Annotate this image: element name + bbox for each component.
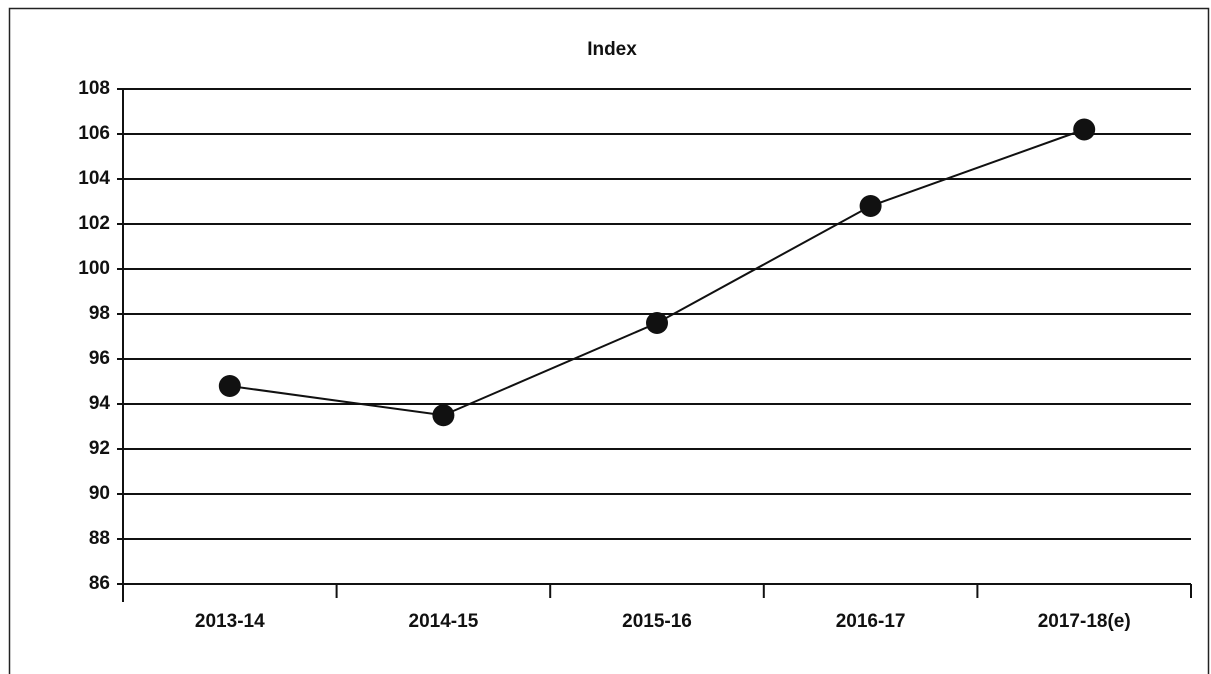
point (646, 312, 668, 334)
point (218, 375, 241, 397)
y-tick-label: 98 (89, 303, 110, 324)
y-tick-label: 90 (89, 483, 110, 504)
y-tick-label: 108 (78, 78, 110, 99)
y-tick-label: 88 (89, 528, 110, 549)
y-tick-label: 94 (89, 393, 111, 414)
y-tick-label: 86 (89, 573, 110, 594)
y-tick-label: 104 (78, 168, 110, 189)
chart-title: Index (587, 39, 637, 60)
y-tick-label: 100 (78, 258, 110, 279)
line (229, 128, 1085, 417)
x-tick-label: 2015-16 (622, 611, 692, 632)
point (432, 404, 455, 427)
x-tick-label: 2016-17 (836, 611, 906, 632)
frame (8, 7, 1210, 674)
x-tick-label: 2014-15 (409, 611, 479, 632)
x-tick-label: 2013-14 (195, 611, 265, 632)
point (859, 195, 882, 217)
y-tick-label: 92 (89, 438, 110, 459)
point (1073, 118, 1096, 141)
y-tick-label: 96 (89, 348, 110, 369)
y-tick-label: 106 (78, 123, 110, 144)
x-tick-label: 2017-18(e) (1038, 611, 1131, 632)
y-tick-label: 102 (78, 213, 110, 234)
